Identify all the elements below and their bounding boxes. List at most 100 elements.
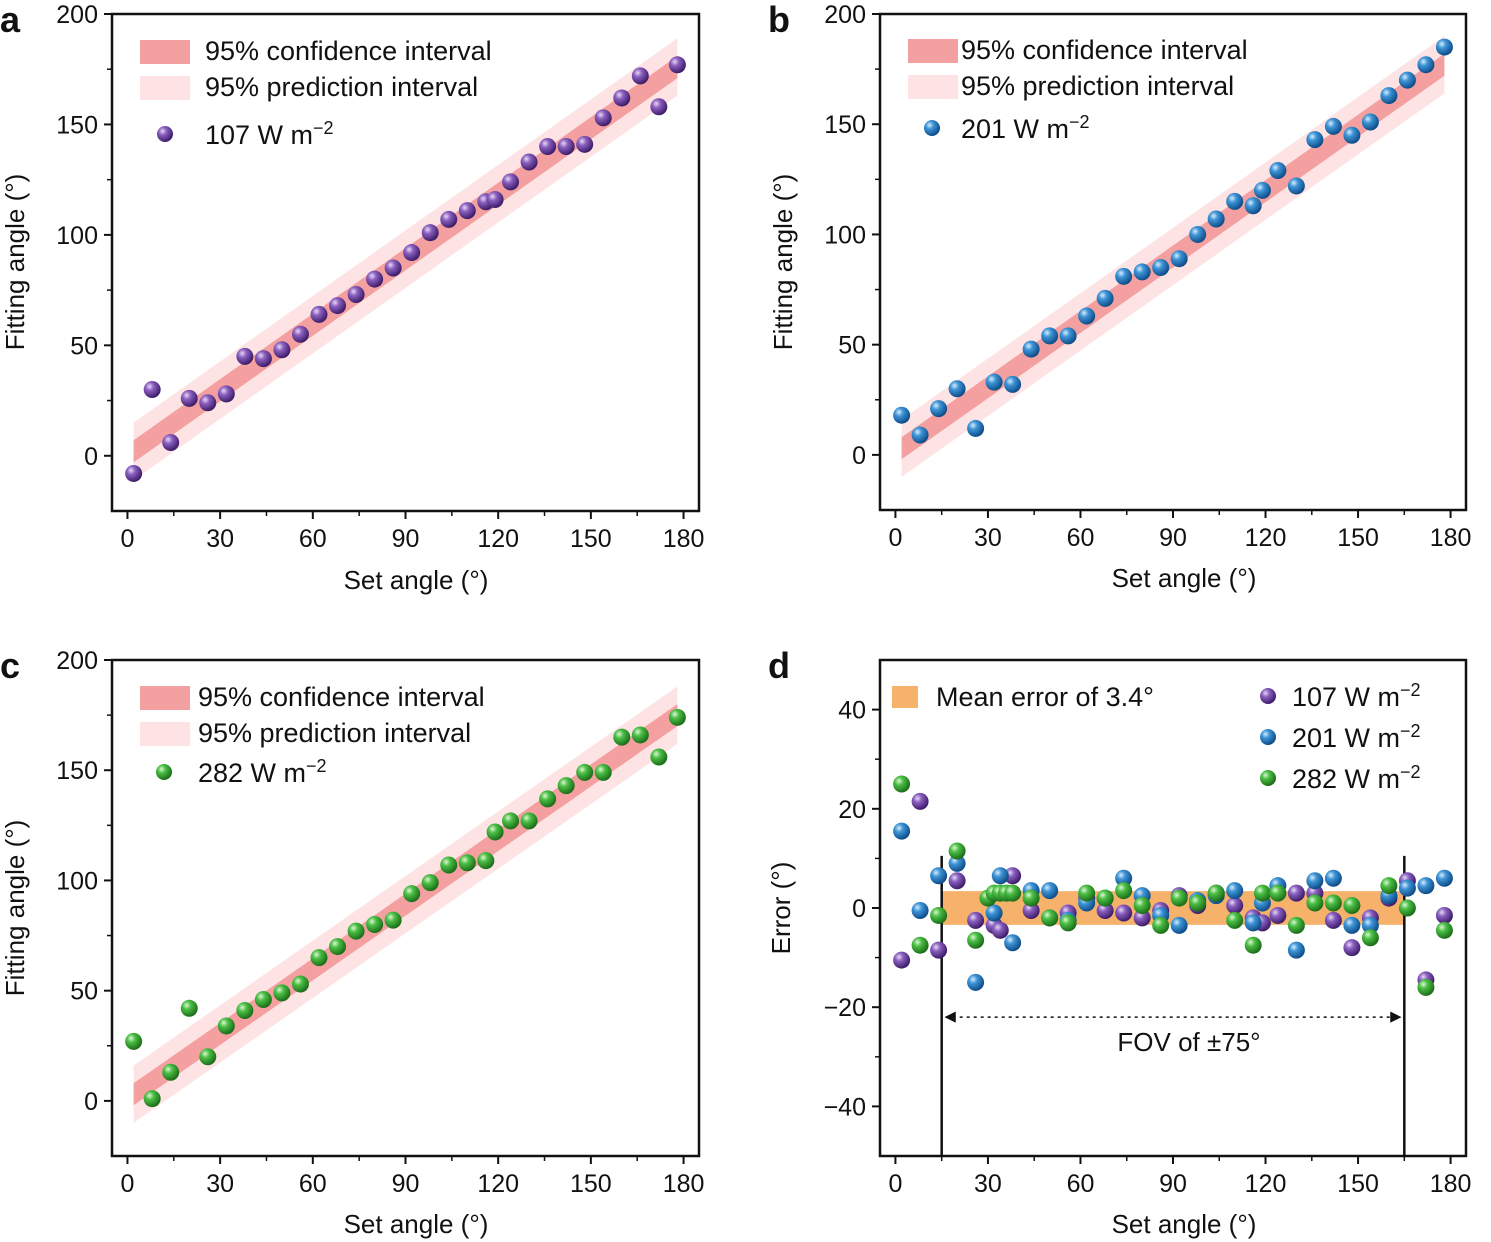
data-point: [440, 210, 458, 228]
data-point: [162, 434, 180, 452]
data-point: [1041, 882, 1059, 900]
data-point: [631, 726, 649, 744]
panel-c-x-ticks: 0 30 60 90 120 150 180: [120, 1156, 704, 1198]
data-point: [1226, 897, 1244, 915]
panel-a-legend: 95% confidence interval 95% prediction i…: [140, 36, 492, 150]
data-point: [594, 109, 612, 127]
data-point: [180, 999, 198, 1017]
data-point: [254, 990, 272, 1008]
data-point: [384, 911, 402, 929]
data-point: [1115, 904, 1133, 922]
x-tick-label: 60: [299, 525, 327, 553]
data-point: [948, 872, 966, 890]
panel-a-plot-area: [125, 38, 686, 482]
x-tick-label: 30: [974, 1170, 1002, 1198]
data-point: [1306, 872, 1324, 890]
data-point: [162, 1063, 180, 1081]
data-point: [384, 259, 402, 277]
data-point: [125, 464, 143, 482]
data-point: [1078, 884, 1096, 902]
data-point: [291, 975, 309, 993]
panel-label-d: d: [768, 645, 790, 686]
data-point: [254, 350, 272, 368]
x-tick-label: 30: [974, 524, 1002, 552]
panel-c-y-ticks: 0 50 100 150 200: [56, 647, 112, 1116]
data-point: [948, 854, 966, 872]
data-point: [421, 224, 439, 242]
y-tick-label: 0: [852, 442, 866, 470]
data-point: [930, 941, 948, 959]
data-point: [1115, 869, 1133, 887]
data-point: [1244, 936, 1262, 954]
data-point: [1435, 38, 1453, 56]
y-tick-label: 50: [70, 978, 98, 1006]
data-point: [911, 792, 929, 810]
data-point: [1115, 882, 1133, 900]
data-point: [329, 938, 347, 956]
data-point: [1435, 906, 1453, 924]
data-point: [1244, 197, 1262, 215]
data-point: [911, 936, 929, 954]
legend-swatch-prediction: [140, 76, 190, 100]
data-point: [893, 406, 911, 424]
data-point: [1226, 911, 1244, 929]
y-tick-label: 200: [56, 647, 98, 675]
y-tick-label: −40: [824, 1093, 866, 1121]
data-point: [1398, 879, 1416, 897]
x-tick-label: 150: [1337, 524, 1379, 552]
y-tick-label: 0: [852, 895, 866, 923]
data-point: [1022, 901, 1040, 919]
y-tick-label: 100: [824, 221, 866, 249]
data-point: [1133, 909, 1151, 927]
data-point: [477, 852, 495, 870]
legend-label-series: 201 W m−2: [961, 112, 1090, 144]
data-point: [1152, 916, 1170, 934]
data-point: [1435, 921, 1453, 939]
data-point: [421, 874, 439, 892]
data-point: [991, 867, 1009, 885]
data-point: [520, 812, 538, 830]
data-point: [273, 341, 291, 359]
data-point: [1059, 914, 1077, 932]
legend-label-prediction: 95% prediction interval: [198, 718, 471, 748]
legend-label-201: 201 W m−2: [1292, 721, 1421, 753]
data-point: [1398, 899, 1416, 917]
data-point: [366, 270, 384, 288]
data-point: [199, 394, 217, 412]
data-point: [1253, 884, 1271, 902]
data-point: [930, 867, 948, 885]
x-tick-label: 90: [1159, 524, 1187, 552]
panel-label-c: c: [0, 645, 20, 686]
data-point: [143, 1090, 161, 1108]
data-point: [557, 138, 575, 156]
panel-a-y-axis-label: Fitting angle (°): [0, 174, 30, 351]
data-point: [1306, 131, 1324, 149]
data-point: [273, 984, 291, 1002]
panel-c-x-axis-label: Set angle (°): [344, 1209, 489, 1239]
data-point: [1361, 929, 1379, 947]
data-point: [613, 728, 631, 746]
data-point: [217, 1017, 235, 1035]
data-point: [1004, 375, 1022, 393]
data-point: [310, 949, 328, 967]
data-point: [1004, 884, 1022, 902]
data-point: [1078, 307, 1096, 325]
y-tick-label: 0: [84, 443, 98, 471]
data-point: [1170, 250, 1188, 268]
y-tick-label: 100: [56, 867, 98, 895]
x-tick-label: 90: [392, 525, 420, 553]
data-point: [1189, 225, 1207, 243]
y-tick-label: −20: [824, 994, 866, 1022]
data-point: [1041, 909, 1059, 927]
panel-b-y-axis-label: Fitting angle (°): [768, 174, 798, 351]
data-point: [1059, 327, 1077, 345]
x-tick-label: 0: [888, 524, 902, 552]
legend-marker-107: [1260, 688, 1276, 704]
data-point: [1096, 901, 1114, 919]
legend-label-mean-error: Mean error of 3.4°: [936, 682, 1154, 712]
data-point: [199, 1048, 217, 1066]
data-point: [948, 380, 966, 398]
x-tick-label: 120: [1245, 1170, 1287, 1198]
data-point: [1041, 327, 1059, 345]
